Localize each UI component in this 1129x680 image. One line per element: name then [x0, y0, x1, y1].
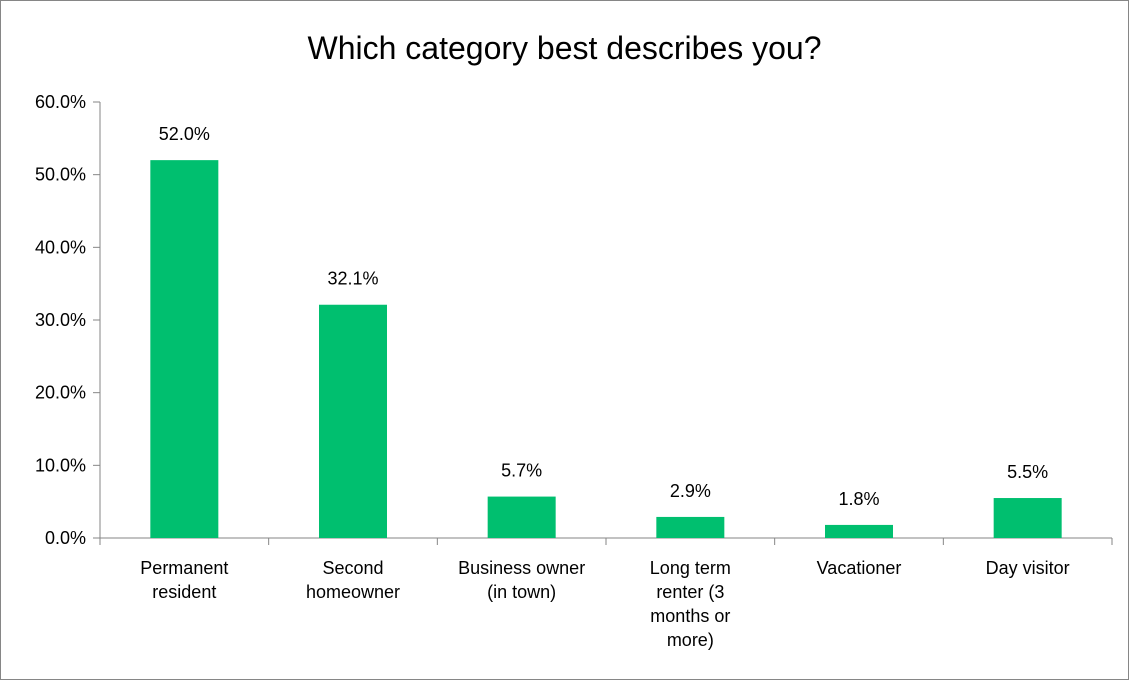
bar: [319, 304, 387, 538]
bar: [487, 496, 556, 538]
category-label: Vacationer: [817, 558, 902, 578]
y-tick-label: 10.0%: [35, 455, 86, 475]
y-axis: 0.0% 10.0% 20.0% 30.0% 40.0% 50.0% 60.0%: [35, 92, 101, 548]
category-labels: Permanent resident Second homeowner Business…: [140, 558, 1069, 650]
y-tick-label: 40.0%: [35, 237, 86, 257]
data-label: 5.7%: [501, 461, 542, 481]
category-label: Business owner (in town): [458, 558, 585, 602]
data-label: 32.1%: [327, 269, 378, 289]
category-label: Day visitor: [986, 558, 1070, 578]
data-label: 1.8%: [838, 489, 879, 509]
data-label: 52.0%: [159, 124, 210, 144]
y-tick-label: 0.0%: [45, 528, 86, 548]
x-axis: [99, 537, 1113, 545]
category-label: Second homeowner: [306, 558, 400, 602]
y-tick-label: 30.0%: [35, 310, 86, 330]
data-label: 5.5%: [1007, 462, 1048, 482]
category-label: Long term renter (3 months or more): [650, 558, 731, 650]
bar: [993, 498, 1062, 538]
bar: [150, 160, 219, 538]
data-label: 2.9%: [670, 481, 711, 501]
data-labels: 52.0% 32.1% 5.7% 2.9% 1.8% 5.5%: [159, 124, 1048, 509]
y-tick-label: 50.0%: [35, 165, 86, 185]
y-tick-label: 20.0%: [35, 383, 86, 403]
category-label: Permanent resident: [140, 558, 228, 602]
y-tick-label: 60.0%: [35, 92, 86, 112]
chart-title: Which category best describes you?: [307, 30, 822, 66]
bars: [150, 160, 1062, 538]
bar: [656, 516, 725, 538]
bar: [825, 524, 893, 538]
